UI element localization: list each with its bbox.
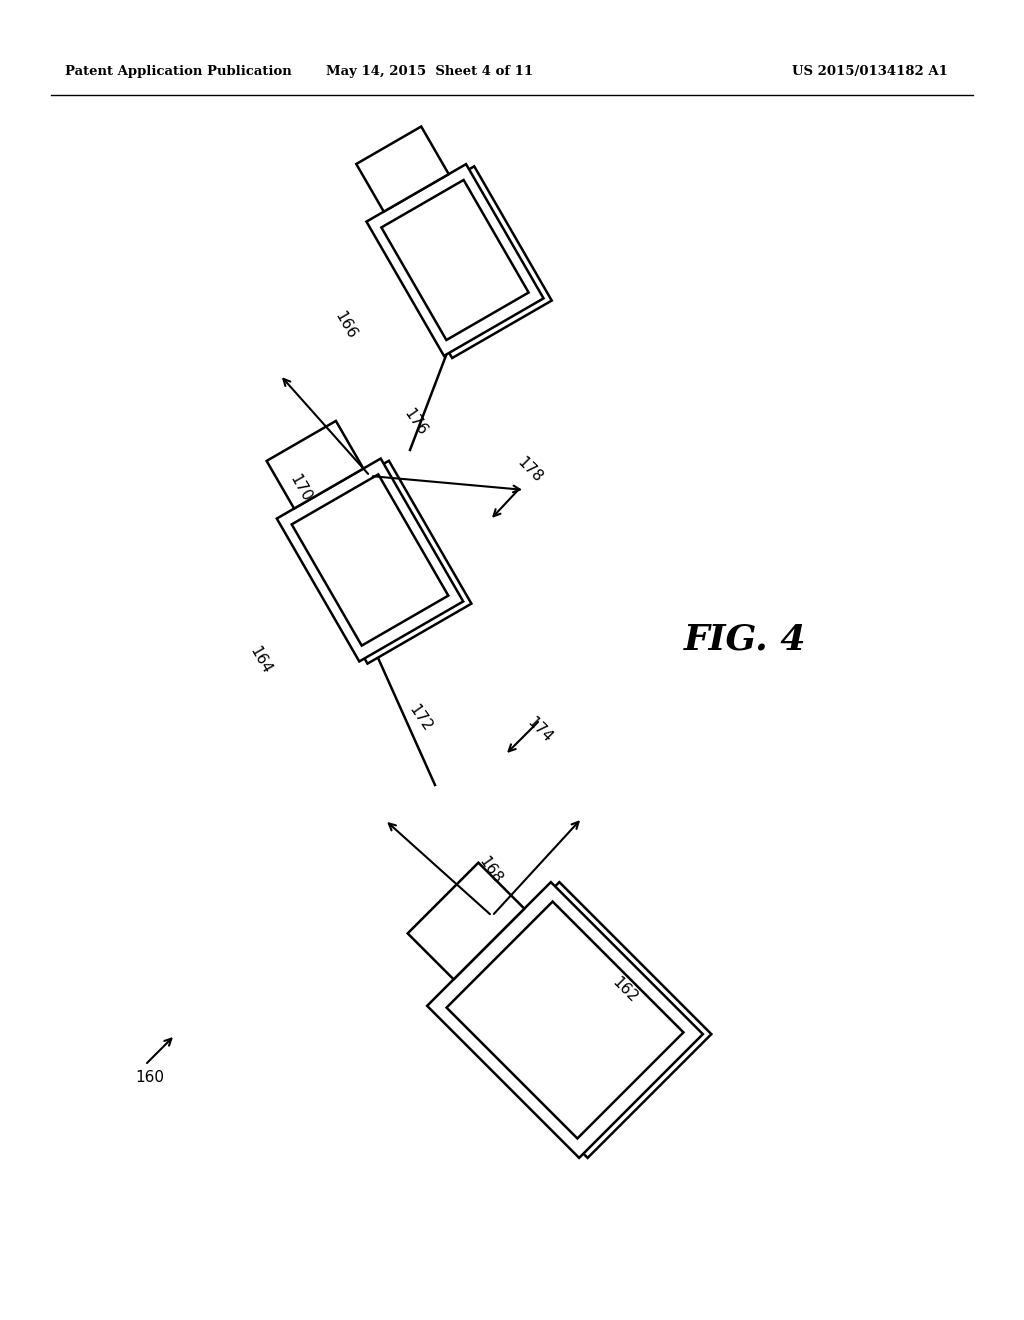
Text: 176: 176 (400, 405, 429, 438)
Text: Patent Application Publication: Patent Application Publication (65, 66, 292, 78)
Text: 172: 172 (406, 702, 434, 734)
Polygon shape (367, 164, 544, 356)
Text: 166: 166 (331, 309, 358, 342)
Text: May 14, 2015  Sheet 4 of 11: May 14, 2015 Sheet 4 of 11 (327, 66, 534, 78)
Text: 178: 178 (514, 454, 546, 486)
Polygon shape (285, 461, 471, 664)
Polygon shape (427, 882, 702, 1158)
Text: 168: 168 (475, 854, 505, 886)
Polygon shape (375, 166, 552, 358)
Text: 164: 164 (246, 644, 273, 676)
Text: 170: 170 (287, 471, 313, 504)
Polygon shape (381, 180, 528, 341)
Polygon shape (266, 421, 364, 508)
Polygon shape (446, 902, 683, 1138)
Polygon shape (408, 863, 524, 979)
Polygon shape (435, 882, 712, 1158)
Text: 160: 160 (135, 1071, 165, 1085)
Text: 174: 174 (524, 714, 555, 746)
Polygon shape (276, 458, 463, 661)
Polygon shape (356, 127, 449, 211)
Polygon shape (292, 474, 449, 645)
Text: 162: 162 (609, 974, 641, 1006)
Text: FIG. 4: FIG. 4 (684, 623, 806, 657)
Text: US 2015/0134182 A1: US 2015/0134182 A1 (792, 66, 948, 78)
